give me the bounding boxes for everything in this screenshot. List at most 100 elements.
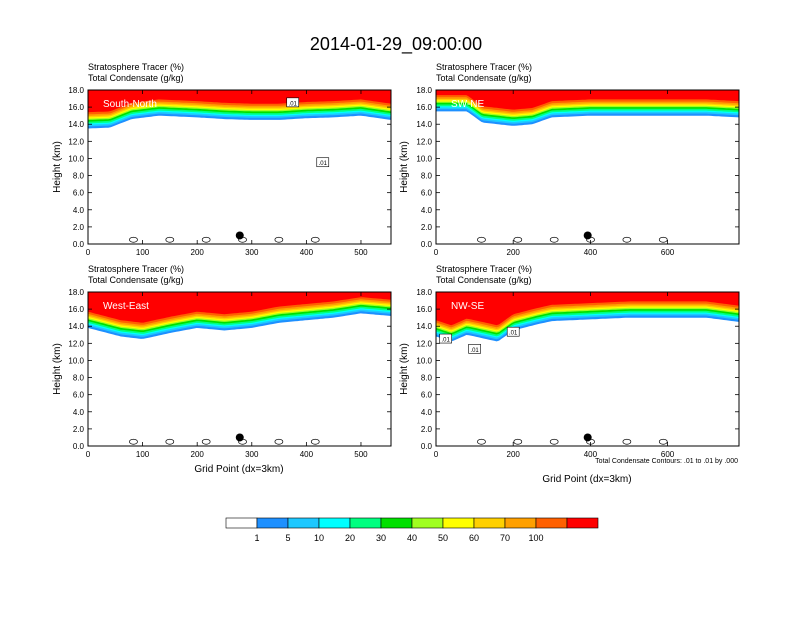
y-tick-label: 4.0 bbox=[421, 206, 433, 215]
panel-1-plot: 0.0 2.0 4.0 6.0 8.0 10.0 12.0 14.0 16.0 18.0 0 100 2… bbox=[68, 86, 392, 257]
panel-2-ylabel: Height (km) bbox=[399, 141, 410, 193]
colorbar-swatch bbox=[318, 517, 351, 529]
x-tick-label: 100 bbox=[136, 450, 150, 459]
plot-frame bbox=[435, 89, 740, 245]
y-tick-label: 6.0 bbox=[421, 189, 433, 198]
colorbar-label: 10 bbox=[314, 533, 324, 543]
panel-4-plot: 0.0 2.0 4.0 6.0 8.0 10.0 12.0 14.0 16.0 18.0 0 200 4… bbox=[416, 288, 740, 459]
condensate-contour bbox=[274, 438, 284, 445]
condensate-contour bbox=[129, 438, 138, 445]
y-tick-label: 16.0 bbox=[68, 103, 84, 112]
tracer-field bbox=[88, 90, 391, 243]
condensate-contour bbox=[310, 438, 320, 445]
contour-label: .01 bbox=[470, 348, 479, 354]
y-tick-label: 2.0 bbox=[421, 425, 433, 434]
colorbar-swatch bbox=[225, 517, 258, 529]
x-tick-label: 200 bbox=[191, 450, 205, 459]
panel-3-xlabel: Grid Point (dx=3km) bbox=[194, 464, 283, 475]
x-tick-label: 300 bbox=[245, 450, 259, 459]
panel-2-header-line-1: Stratosphere Tracer (%) bbox=[436, 62, 532, 72]
colorbar-label: 60 bbox=[469, 533, 479, 543]
y-tick-label: 12.0 bbox=[68, 339, 84, 348]
y-tick-label: 6.0 bbox=[73, 391, 85, 400]
condensate-contour bbox=[201, 438, 211, 445]
y-tick-label: 18.0 bbox=[68, 288, 84, 297]
colorbar-swatch bbox=[411, 517, 444, 529]
y-tick-label: 8.0 bbox=[421, 172, 433, 181]
y-tick-label: 10.0 bbox=[416, 154, 432, 163]
condensate-contour bbox=[513, 438, 523, 445]
contour-label-box bbox=[468, 344, 481, 354]
colorbar: 1 5 10 20 30 40 50 60 70 100 bbox=[225, 517, 599, 543]
y-tick-label: 10.0 bbox=[416, 356, 432, 365]
colorbar-swatch bbox=[349, 517, 382, 529]
condensate-contour bbox=[658, 438, 668, 445]
contour-label-box bbox=[286, 97, 300, 108]
colorbar-swatch bbox=[504, 517, 537, 529]
location-marker bbox=[583, 433, 592, 442]
condensate-contour bbox=[310, 236, 320, 243]
tracer-band-10 bbox=[436, 292, 739, 326]
y-tick-label: 6.0 bbox=[421, 391, 433, 400]
colorbar-label: 30 bbox=[376, 533, 386, 543]
y-tick-label: 4.0 bbox=[73, 408, 85, 417]
x-tick-label: 500 bbox=[354, 248, 368, 257]
y-tick-label: 12.0 bbox=[416, 339, 432, 348]
x-tick-label: 0 bbox=[434, 248, 439, 257]
y-tick-label: 18.0 bbox=[68, 86, 84, 95]
panel-2-plot: 0.0 2.0 4.0 6.0 8.0 10.0 12.0 14.0 16.0 18.0 0 200 4… bbox=[416, 86, 740, 257]
x-tick-label: 0 bbox=[434, 450, 439, 459]
contour-label: .01 bbox=[289, 101, 298, 107]
panel-1-header-line-2: Total Condensate (g/kg) bbox=[88, 73, 184, 83]
tracer-field bbox=[88, 292, 391, 445]
x-tick-label: 400 bbox=[584, 450, 598, 459]
y-tick-label: 0.0 bbox=[421, 240, 433, 249]
panel-1-header-line-1: Stratosphere Tracer (%) bbox=[88, 62, 184, 72]
colorbar-label: 50 bbox=[438, 533, 448, 543]
condensate-contour bbox=[165, 438, 175, 445]
tracer-band-10 bbox=[88, 90, 391, 113]
y-tick-label: 6.0 bbox=[73, 189, 85, 198]
colorbar-swatch bbox=[442, 517, 475, 529]
location-marker bbox=[235, 433, 244, 442]
x-tick-label: 600 bbox=[661, 248, 675, 257]
tracer-band-10 bbox=[88, 292, 391, 323]
panel-label: NW-SE bbox=[451, 301, 484, 312]
colorbar-swatch bbox=[473, 517, 506, 529]
colorbar-swatch bbox=[566, 517, 599, 529]
contour-label: .01 bbox=[319, 161, 328, 167]
colorbar-swatch bbox=[287, 517, 320, 529]
colorbar-label: 40 bbox=[407, 533, 417, 543]
condensate-contour bbox=[129, 236, 138, 243]
x-tick-label: 0 bbox=[86, 450, 91, 459]
panel-2-header-line-2: Total Condensate (g/kg) bbox=[436, 73, 532, 83]
y-tick-label: 18.0 bbox=[416, 86, 432, 95]
contour-label-box bbox=[506, 326, 520, 337]
contour-label-box bbox=[316, 157, 330, 168]
colorbar-swatch bbox=[256, 517, 289, 529]
y-tick-label: 16.0 bbox=[416, 103, 432, 112]
condensate-contour bbox=[549, 438, 559, 445]
y-tick-label: 0.0 bbox=[73, 240, 85, 249]
condensate-contour bbox=[513, 236, 523, 243]
panel-3-header-line-1: Stratosphere Tracer (%) bbox=[88, 264, 184, 274]
x-tick-label: 200 bbox=[507, 248, 521, 257]
contour-label: .01 bbox=[509, 331, 518, 337]
x-tick-label: 400 bbox=[300, 450, 314, 459]
panel-4-header-line-2: Total Condensate (g/kg) bbox=[436, 275, 532, 285]
x-tick-label: 100 bbox=[136, 248, 150, 257]
colorbar-swatch bbox=[380, 517, 413, 529]
x-tick-label: 600 bbox=[661, 450, 675, 459]
panel-west-east: Stratosphere Tracer (%) Total Condensate… bbox=[52, 264, 392, 475]
y-tick-label: 18.0 bbox=[416, 288, 432, 297]
colorbar-label: 1 bbox=[254, 533, 259, 543]
panel-label: South-North bbox=[103, 99, 157, 110]
colorbar-label: 20 bbox=[345, 533, 355, 543]
figure-title: 2014-01-29_09:00:00 bbox=[310, 34, 482, 55]
colorbar-label: 5 bbox=[285, 533, 290, 543]
tracer-band-10 bbox=[436, 90, 739, 110]
condensate-contour bbox=[622, 438, 632, 445]
y-tick-label: 12.0 bbox=[416, 137, 432, 146]
